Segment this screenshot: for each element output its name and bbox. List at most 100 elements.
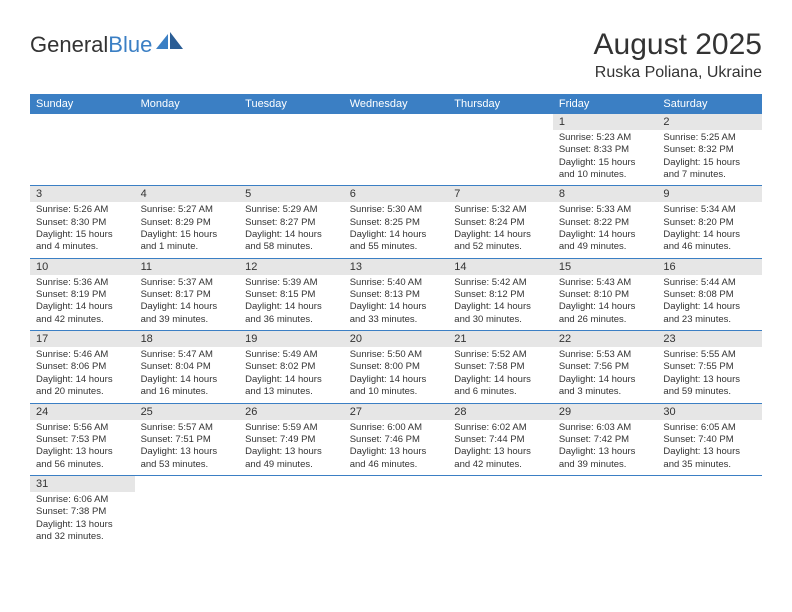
week-row: 1Sunrise: 5:23 AMSunset: 8:33 PMDaylight… [30,114,762,186]
sunrise-text: Sunrise: 6:03 AM [559,422,652,434]
dayname: Thursday [448,94,553,114]
day-details: Sunrise: 5:23 AMSunset: 8:33 PMDaylight:… [553,130,658,185]
empty-cell [553,476,658,547]
day-cell: 23Sunrise: 5:55 AMSunset: 7:55 PMDayligh… [657,331,762,402]
date-number: 6 [344,186,449,202]
sunset-text: Sunset: 8:27 PM [245,217,338,229]
day-details: Sunrise: 5:56 AMSunset: 7:53 PMDaylight:… [30,420,135,475]
date-number: 27 [344,404,449,420]
day-cell: 29Sunrise: 6:03 AMSunset: 7:42 PMDayligh… [553,404,658,475]
date-number: 24 [30,404,135,420]
sunset-text: Sunset: 8:30 PM [36,217,129,229]
day-cell: 3Sunrise: 5:26 AMSunset: 8:30 PMDaylight… [30,186,135,257]
empty-cell [135,114,240,185]
dayname: Wednesday [344,94,449,114]
day-details: Sunrise: 5:25 AMSunset: 8:32 PMDaylight:… [657,130,762,185]
sunrise-text: Sunrise: 5:25 AM [663,132,756,144]
day-cell: 24Sunrise: 5:56 AMSunset: 7:53 PMDayligh… [30,404,135,475]
date-number: 21 [448,331,553,347]
location: Ruska Poliana, Ukraine [594,64,762,82]
day-cell: 14Sunrise: 5:42 AMSunset: 8:12 PMDayligh… [448,259,553,330]
sunset-text: Sunset: 8:04 PM [141,361,234,373]
day-cell: 10Sunrise: 5:36 AMSunset: 8:19 PMDayligh… [30,259,135,330]
sunset-text: Sunset: 7:49 PM [245,434,338,446]
title-block: August 2025 Ruska Poliana, Ukraine [594,28,762,82]
sunset-text: Sunset: 7:53 PM [36,434,129,446]
day-details: Sunrise: 5:50 AMSunset: 8:00 PMDaylight:… [344,347,449,402]
date-number: 11 [135,259,240,275]
sunrise-text: Sunrise: 5:57 AM [141,422,234,434]
sunrise-text: Sunrise: 5:59 AM [245,422,338,434]
day-details: Sunrise: 5:27 AMSunset: 8:29 PMDaylight:… [135,202,240,257]
sunset-text: Sunset: 8:06 PM [36,361,129,373]
daylight-text: Daylight: 14 hours and 49 minutes. [559,229,652,254]
daylight-text: Daylight: 14 hours and 6 minutes. [454,374,547,399]
date-number: 31 [30,476,135,492]
day-cell: 9Sunrise: 5:34 AMSunset: 8:20 PMDaylight… [657,186,762,257]
day-cell: 19Sunrise: 5:49 AMSunset: 8:02 PMDayligh… [239,331,344,402]
sunset-text: Sunset: 8:15 PM [245,289,338,301]
sunrise-text: Sunrise: 5:44 AM [663,277,756,289]
day-details: Sunrise: 5:30 AMSunset: 8:25 PMDaylight:… [344,202,449,257]
sunset-text: Sunset: 8:20 PM [663,217,756,229]
day-cell: 13Sunrise: 5:40 AMSunset: 8:13 PMDayligh… [344,259,449,330]
sunset-text: Sunset: 8:24 PM [454,217,547,229]
day-details: Sunrise: 5:53 AMSunset: 7:56 PMDaylight:… [553,347,658,402]
day-details: Sunrise: 5:43 AMSunset: 8:10 PMDaylight:… [553,275,658,330]
daylight-text: Daylight: 14 hours and 42 minutes. [36,301,129,326]
day-details: Sunrise: 5:46 AMSunset: 8:06 PMDaylight:… [30,347,135,402]
week-row: 10Sunrise: 5:36 AMSunset: 8:19 PMDayligh… [30,259,762,331]
dayname: Tuesday [239,94,344,114]
sunrise-text: Sunrise: 5:42 AM [454,277,547,289]
sunrise-text: Sunrise: 5:33 AM [559,204,652,216]
daylight-text: Daylight: 14 hours and 20 minutes. [36,374,129,399]
day-details: Sunrise: 6:06 AMSunset: 7:38 PMDaylight:… [30,492,135,547]
date-number: 14 [448,259,553,275]
sunset-text: Sunset: 8:29 PM [141,217,234,229]
day-details: Sunrise: 5:32 AMSunset: 8:24 PMDaylight:… [448,202,553,257]
empty-cell [239,476,344,547]
date-number: 10 [30,259,135,275]
day-cell: 12Sunrise: 5:39 AMSunset: 8:15 PMDayligh… [239,259,344,330]
sunset-text: Sunset: 8:08 PM [663,289,756,301]
empty-cell [30,114,135,185]
dayname: Saturday [657,94,762,114]
date-number: 26 [239,404,344,420]
day-cell: 31Sunrise: 6:06 AMSunset: 7:38 PMDayligh… [30,476,135,547]
sunrise-text: Sunrise: 5:52 AM [454,349,547,361]
day-details: Sunrise: 6:02 AMSunset: 7:44 PMDaylight:… [448,420,553,475]
sunset-text: Sunset: 7:44 PM [454,434,547,446]
sail-icon [156,30,184,56]
daylight-text: Daylight: 14 hours and 23 minutes. [663,301,756,326]
weeks-container: 1Sunrise: 5:23 AMSunset: 8:33 PMDaylight… [30,114,762,547]
week-row: 24Sunrise: 5:56 AMSunset: 7:53 PMDayligh… [30,404,762,476]
date-number: 19 [239,331,344,347]
date-number: 18 [135,331,240,347]
sunset-text: Sunset: 7:51 PM [141,434,234,446]
day-cell: 27Sunrise: 6:00 AMSunset: 7:46 PMDayligh… [344,404,449,475]
day-details: Sunrise: 5:57 AMSunset: 7:51 PMDaylight:… [135,420,240,475]
sunset-text: Sunset: 8:19 PM [36,289,129,301]
daylight-text: Daylight: 14 hours and 58 minutes. [245,229,338,254]
daylight-text: Daylight: 15 hours and 10 minutes. [559,157,652,182]
sunset-text: Sunset: 8:25 PM [350,217,443,229]
date-number: 16 [657,259,762,275]
sunrise-text: Sunrise: 5:53 AM [559,349,652,361]
daylight-text: Daylight: 15 hours and 4 minutes. [36,229,129,254]
daylight-text: Daylight: 14 hours and 30 minutes. [454,301,547,326]
day-details: Sunrise: 5:29 AMSunset: 8:27 PMDaylight:… [239,202,344,257]
date-number: 20 [344,331,449,347]
day-details: Sunrise: 5:47 AMSunset: 8:04 PMDaylight:… [135,347,240,402]
daylight-text: Daylight: 13 hours and 42 minutes. [454,446,547,471]
daylight-text: Daylight: 14 hours and 26 minutes. [559,301,652,326]
dayname: Monday [135,94,240,114]
daylight-text: Daylight: 14 hours and 33 minutes. [350,301,443,326]
day-details: Sunrise: 5:44 AMSunset: 8:08 PMDaylight:… [657,275,762,330]
sunrise-text: Sunrise: 5:34 AM [663,204,756,216]
day-details: Sunrise: 5:49 AMSunset: 8:02 PMDaylight:… [239,347,344,402]
day-details: Sunrise: 6:03 AMSunset: 7:42 PMDaylight:… [553,420,658,475]
day-cell: 2Sunrise: 5:25 AMSunset: 8:32 PMDaylight… [657,114,762,185]
date-number: 25 [135,404,240,420]
dayname-row: SundayMondayTuesdayWednesdayThursdayFrid… [30,94,762,114]
sunset-text: Sunset: 7:40 PM [663,434,756,446]
